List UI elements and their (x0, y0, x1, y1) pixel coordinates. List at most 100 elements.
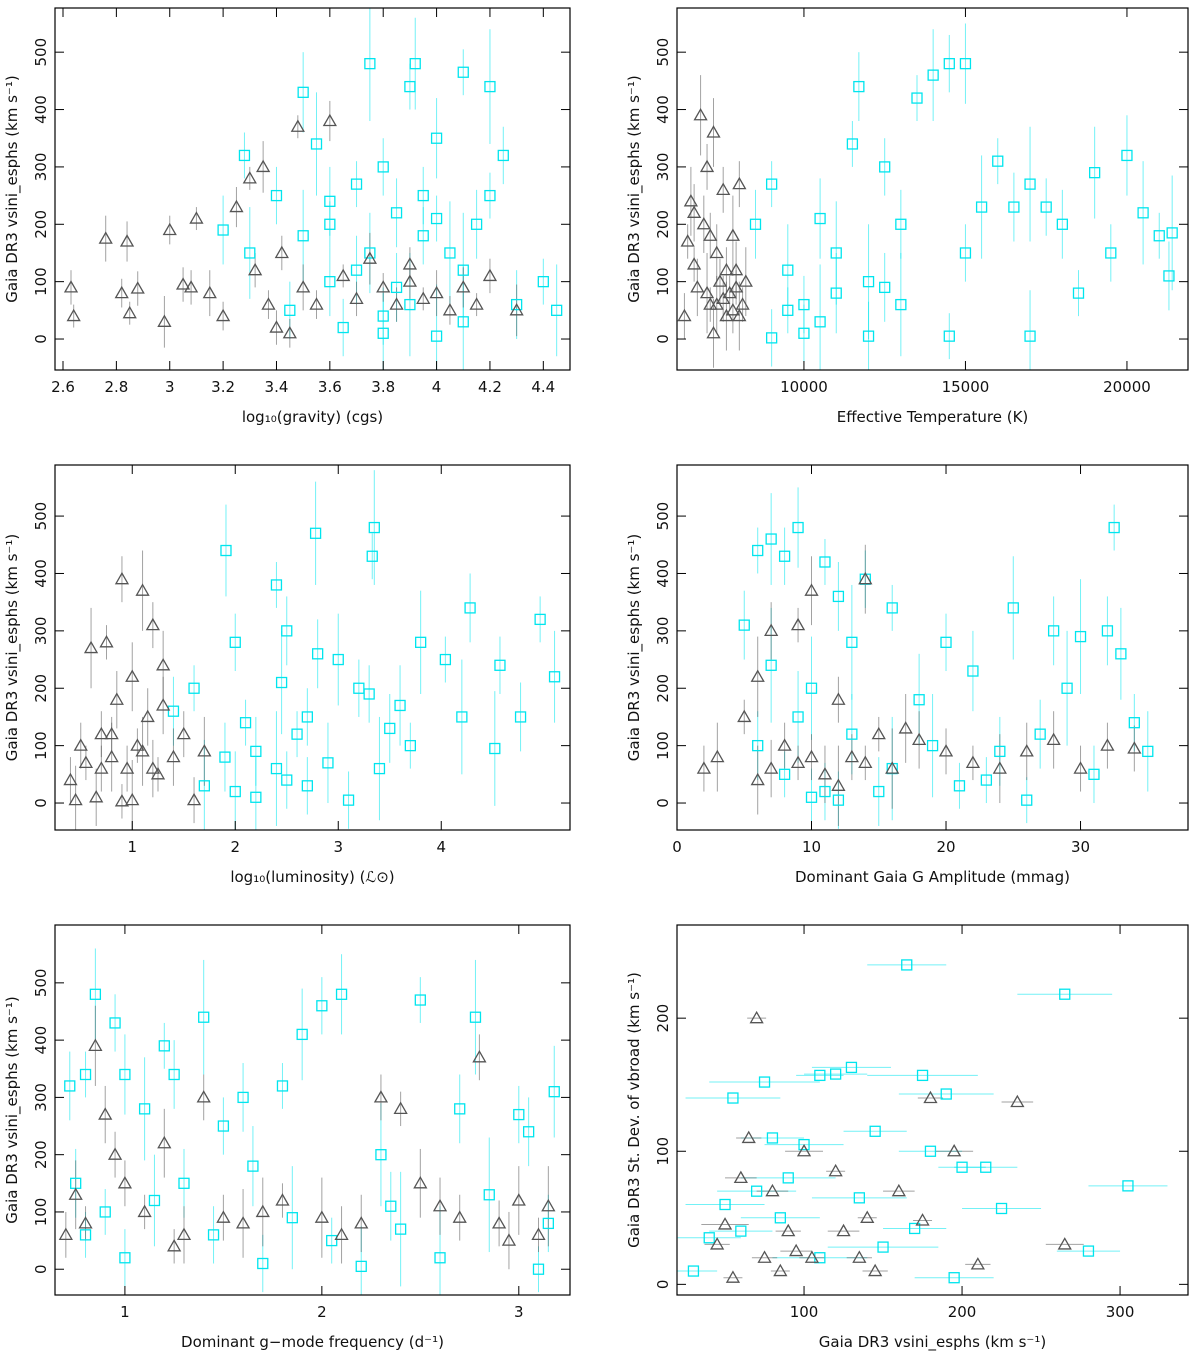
point (274, 245, 289, 259)
point (310, 138, 323, 150)
point (332, 653, 344, 666)
point (482, 268, 498, 282)
point (183, 280, 199, 293)
point (148, 1194, 161, 1207)
point (699, 285, 715, 299)
point (109, 1017, 121, 1029)
point (270, 579, 283, 591)
y-tick-label: 300 (32, 153, 50, 182)
point (1137, 207, 1149, 219)
point (725, 228, 741, 241)
point (178, 1177, 190, 1189)
point (140, 709, 155, 723)
point (829, 1068, 842, 1080)
point (393, 1101, 408, 1114)
point (940, 636, 952, 648)
point (710, 749, 725, 763)
point (389, 297, 404, 310)
point (965, 755, 981, 769)
point (735, 1225, 747, 1237)
point (175, 277, 191, 290)
point (796, 1143, 812, 1157)
point (286, 1212, 298, 1224)
point (454, 1103, 466, 1115)
point (176, 726, 191, 740)
point (947, 1143, 962, 1157)
point (804, 583, 819, 596)
x-tick-label: 3.8 (371, 378, 395, 396)
point (373, 762, 386, 775)
point (202, 285, 217, 299)
point (1082, 1245, 1095, 1257)
point (413, 1175, 428, 1189)
y-axis-label: Gaia DR3 vsini_esphs (km s⁻¹) (625, 75, 644, 302)
point (792, 711, 804, 723)
point (1047, 625, 1060, 637)
y-tick-label: 100 (654, 1137, 672, 1166)
point (297, 86, 309, 98)
y-axis-label: Gaia DR3 St. Dev. of vbroad (km s⁻¹) (625, 972, 643, 1248)
panel: 10000 15000 20000 0 100 200 300 400 500 Effective… (625, 7, 1189, 426)
point (291, 728, 303, 740)
point (414, 994, 426, 1006)
point (316, 1000, 328, 1012)
point (728, 262, 744, 276)
point (322, 757, 334, 769)
point (750, 1185, 763, 1197)
point (778, 550, 791, 562)
point (836, 1223, 851, 1237)
point (781, 1223, 796, 1237)
point (830, 247, 842, 259)
point (79, 1229, 92, 1241)
point (472, 1049, 487, 1063)
point (239, 717, 252, 729)
point (764, 623, 779, 637)
point (261, 297, 276, 310)
point (402, 274, 418, 287)
point (886, 602, 898, 614)
x-tick-label: 3 (333, 838, 343, 856)
point (311, 648, 324, 660)
point (63, 280, 79, 293)
point (534, 613, 546, 626)
point (873, 785, 885, 798)
point (749, 218, 762, 230)
point (750, 772, 765, 786)
point (296, 280, 311, 293)
point (831, 692, 846, 705)
axes-frame (676, 464, 1189, 831)
x-tick-label: 1 (120, 1303, 130, 1321)
point (296, 1028, 308, 1041)
x-tick-label: 1 (127, 838, 137, 856)
point (891, 1183, 906, 1197)
point (138, 1103, 151, 1115)
axes-frame (54, 7, 571, 371)
x-axis-label: Effective Temperature (K) (837, 408, 1029, 426)
point (417, 230, 429, 242)
point (282, 325, 297, 339)
point (119, 234, 135, 247)
point (1108, 521, 1120, 534)
axes-frame (676, 924, 1189, 1296)
point (281, 774, 293, 786)
point (66, 308, 81, 322)
point (727, 1092, 739, 1104)
point (430, 330, 443, 342)
y-tick-label: 400 (654, 559, 672, 588)
point (189, 211, 204, 224)
x-tick-label: 200 (948, 1303, 977, 1321)
point (314, 1210, 329, 1223)
y-tick-label: 400 (654, 95, 672, 124)
point (137, 1204, 152, 1218)
point (247, 1160, 259, 1172)
point (766, 1132, 779, 1144)
point (469, 297, 484, 310)
x-tick-label: 2.8 (104, 378, 128, 396)
point (83, 640, 99, 654)
panel: 100 200 300 0 100 200 Gaia DR3 vsini_esphs (km… (625, 924, 1189, 1352)
point (489, 742, 501, 755)
point (1021, 794, 1033, 806)
y-axis-label: Gaia DR3 vsini_esphs (km s⁻¹) (625, 534, 644, 761)
y-tick-label: 500 (32, 502, 50, 531)
